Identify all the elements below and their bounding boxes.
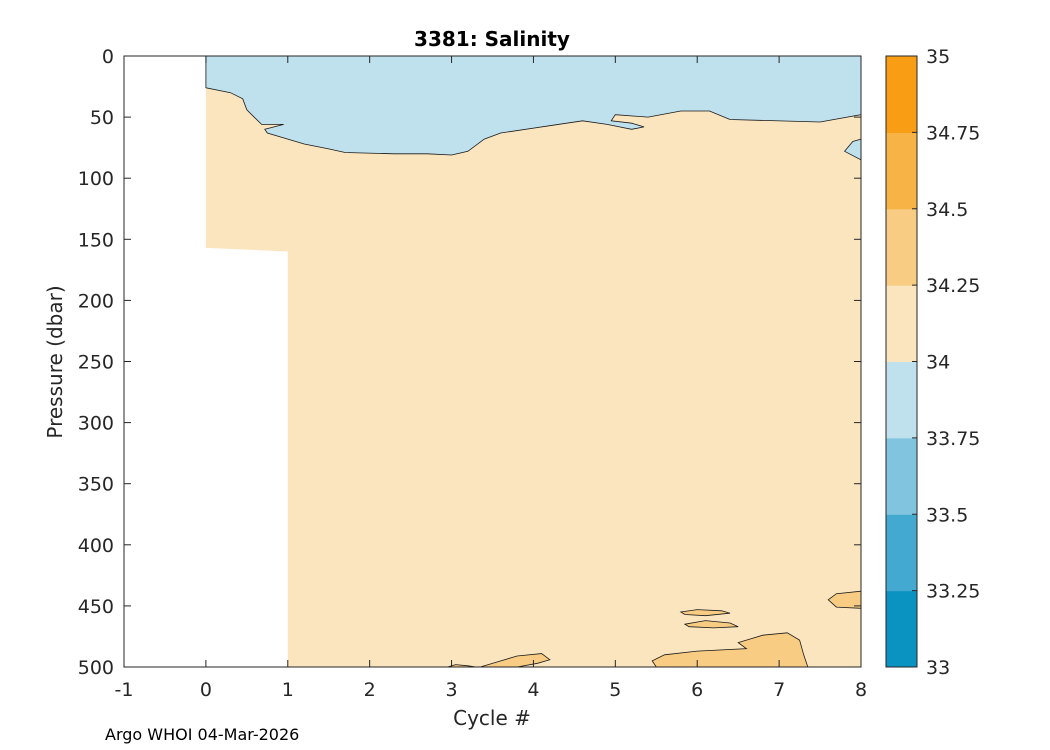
colorbar-swatch bbox=[886, 285, 917, 362]
y-tick-label: 200 bbox=[78, 290, 114, 312]
colorbar-tick-label: 33.25 bbox=[926, 581, 980, 603]
chart-title: 3381: Salinity bbox=[414, 27, 570, 51]
x-axis: -1 0 1 2 3 4 5 6 7 8 bbox=[115, 56, 867, 701]
y-tick-label: 300 bbox=[78, 413, 114, 435]
colorbar-swatch bbox=[886, 590, 917, 668]
x-tick-label: 8 bbox=[855, 679, 867, 701]
y-tick-label: 100 bbox=[78, 168, 114, 190]
colorbar-swatch bbox=[886, 437, 917, 515]
colorbar-tick-label: 34.5 bbox=[926, 199, 968, 221]
colorbar-swatch bbox=[886, 56, 917, 133]
x-tick-label: 3 bbox=[446, 679, 458, 701]
y-tick-label: 400 bbox=[78, 535, 114, 557]
colorbar-swatches bbox=[886, 56, 917, 668]
x-tick-label: -1 bbox=[115, 679, 134, 701]
colorbar-tick-label: 34 bbox=[926, 352, 950, 374]
y-tick-label: 250 bbox=[78, 352, 114, 374]
colorbar-swatch bbox=[886, 132, 917, 210]
colorbar-tick-label: 33.75 bbox=[926, 428, 980, 450]
y-axis-label: Pressure (dbar) bbox=[43, 285, 67, 438]
contour-region-0 bbox=[205, 56, 861, 667]
colorbar-tick-label: 33 bbox=[926, 657, 950, 679]
y-tick-label: 350 bbox=[78, 474, 114, 496]
y-axis: 0 50 100 150 200 250 300 350 400 450 500 bbox=[78, 46, 861, 679]
colorbar-tick-label: 34.25 bbox=[926, 275, 980, 297]
x-axis-label: Cycle # bbox=[453, 706, 531, 730]
plot-area: -1 0 1 2 3 4 5 6 7 8 0 50 100 150 200 250 300 350 400 450 5… bbox=[78, 46, 867, 701]
y-tick-label: 0 bbox=[102, 46, 114, 68]
colorbar-ticks: 33 33.25 33.5 33.75 34 34.25 34.5 34.75 35 bbox=[912, 46, 980, 679]
x-tick-label: 6 bbox=[691, 679, 703, 701]
contour-region-1 bbox=[205, 55, 862, 156]
colorbar-swatch bbox=[886, 361, 917, 439]
contour-regions bbox=[205, 55, 862, 668]
x-tick-label: 4 bbox=[527, 679, 539, 701]
y-tick-label: 150 bbox=[78, 229, 114, 251]
colorbar-tick-label: 33.5 bbox=[926, 504, 968, 526]
colorbar-swatch bbox=[886, 208, 917, 286]
y-tick-label: 500 bbox=[78, 657, 114, 679]
x-tick-label: 0 bbox=[200, 679, 212, 701]
colorbar: 33 33.25 33.5 33.75 34 34.25 34.5 34.75 35 bbox=[885, 46, 980, 679]
y-tick-label: 450 bbox=[78, 596, 114, 618]
x-tick-label: 5 bbox=[609, 679, 621, 701]
colorbar-tick-label: 35 bbox=[926, 46, 950, 68]
colorbar-swatch bbox=[886, 514, 917, 592]
colorbar-tick-label: 34.75 bbox=[926, 122, 980, 144]
x-tick-label: 1 bbox=[282, 679, 294, 701]
y-tick-label: 50 bbox=[90, 107, 114, 129]
contour-region-4 bbox=[480, 653, 551, 668]
x-tick-label: 7 bbox=[773, 679, 785, 701]
contour-region-6 bbox=[679, 609, 731, 617]
x-tick-label: 2 bbox=[364, 679, 376, 701]
contour-region-7 bbox=[683, 620, 739, 629]
footer-credit: Argo WHOI 04-Mar-2026 bbox=[105, 725, 300, 744]
